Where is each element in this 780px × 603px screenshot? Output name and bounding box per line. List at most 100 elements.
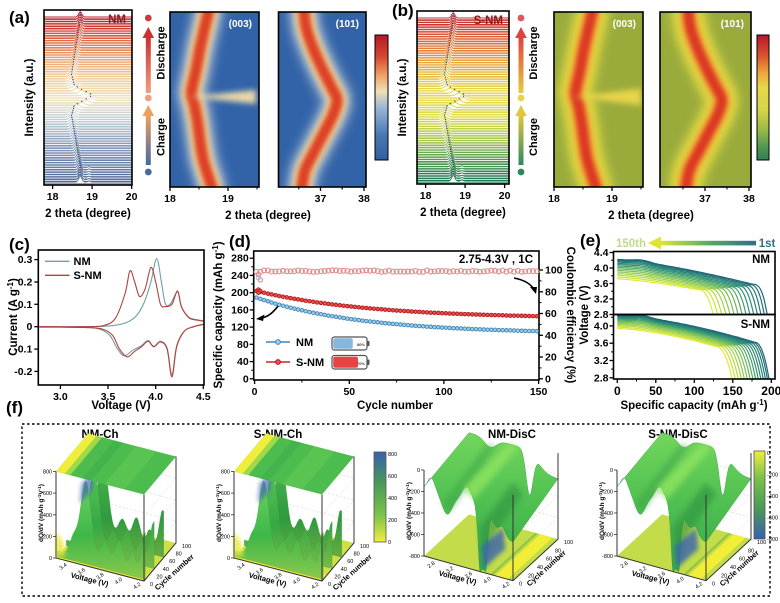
svg-text:-200: -200	[409, 490, 420, 496]
svg-text:NM: NM	[74, 256, 91, 268]
svg-text:4.0: 4.0	[292, 577, 302, 586]
svg-text:80%: 80%	[357, 342, 365, 347]
svg-text:0.1: 0.1	[18, 299, 33, 311]
svg-text:3.8: 3.8	[96, 572, 106, 581]
svg-text:S-NM: S-NM	[474, 15, 503, 27]
svg-text:20: 20	[334, 574, 340, 580]
svg-text:dQ/dV (mAh g-1V-1): dQ/dV (mAh g-1V-1)	[405, 482, 414, 540]
svg-text:4.0: 4.0	[676, 576, 686, 585]
svg-text:20: 20	[528, 573, 534, 579]
svg-text:(a): (a)	[9, 8, 30, 27]
svg-text:4.2: 4.2	[694, 581, 704, 590]
svg-text:(101): (101)	[721, 19, 744, 30]
svg-text:400: 400	[221, 513, 230, 519]
svg-text:(c): (c)	[9, 235, 30, 254]
svg-text:200: 200	[231, 287, 249, 299]
svg-text:70%: 70%	[357, 361, 365, 366]
svg-text:0: 0	[712, 582, 715, 588]
svg-text:60: 60	[545, 308, 557, 320]
svg-text:100: 100	[182, 544, 191, 550]
svg-text:38: 38	[743, 193, 755, 205]
svg-text:-800: -800	[602, 554, 613, 560]
svg-text:0: 0	[328, 582, 331, 588]
svg-text:0: 0	[545, 373, 551, 385]
svg-text:100: 100	[564, 540, 573, 546]
svg-text:60: 60	[347, 559, 353, 565]
svg-text:3.6: 3.6	[657, 571, 667, 580]
svg-text:S-NM: S-NM	[741, 319, 770, 331]
svg-text:4.0: 4.0	[594, 320, 609, 332]
svg-text:-600: -600	[409, 533, 420, 539]
svg-text:4.0: 4.0	[148, 391, 163, 403]
svg-text:(d): (d)	[229, 232, 251, 251]
svg-text:dQ/dV (mAh g-1V-1): dQ/dV (mAh g-1V-1)	[37, 484, 46, 542]
svg-text:280: 280	[231, 253, 249, 265]
svg-text:Specific capacity (mAh g-1): Specific capacity (mAh g-1)	[211, 241, 226, 388]
svg-text:Voltage (V): Voltage (V)	[579, 285, 591, 344]
svg-text:200: 200	[221, 534, 230, 540]
svg-text:(e): (e)	[580, 231, 601, 250]
svg-text:100: 100	[360, 544, 369, 550]
svg-text:200: 200	[761, 384, 780, 398]
svg-text:0: 0	[614, 384, 621, 398]
svg-text:-200: -200	[767, 473, 778, 479]
svg-text:800: 800	[388, 452, 397, 458]
svg-text:50: 50	[343, 386, 355, 398]
svg-text:Coulombic efficiency (%): Coulombic efficiency (%)	[564, 247, 576, 384]
svg-text:2 theta (degree): 2 theta (degree)	[608, 210, 694, 222]
svg-text:Current (A g-1): Current (A g-1)	[6, 278, 21, 356]
svg-text:Specific capacity (mAh g-1): Specific capacity (mAh g-1)	[620, 398, 767, 413]
svg-text:0.2: 0.2	[18, 277, 33, 289]
svg-text:-600: -600	[767, 516, 778, 522]
svg-text:0: 0	[519, 582, 522, 588]
svg-text:2.8: 2.8	[620, 561, 630, 570]
svg-text:-0.2: -0.2	[14, 366, 32, 378]
svg-text:3.6: 3.6	[594, 278, 609, 290]
svg-text:20: 20	[499, 190, 511, 202]
svg-text:80: 80	[748, 548, 754, 554]
svg-text:-0.1: -0.1	[14, 344, 32, 356]
svg-text:-400: -400	[602, 511, 613, 517]
svg-text:3.6: 3.6	[594, 338, 609, 350]
svg-text:0: 0	[227, 556, 230, 562]
svg-text:20: 20	[721, 573, 727, 579]
svg-text:19: 19	[459, 190, 471, 202]
svg-text:Discharge: Discharge	[155, 26, 167, 79]
svg-text:Charge: Charge	[528, 118, 540, 156]
svg-text:NM: NM	[108, 14, 126, 26]
svg-text:200: 200	[388, 518, 397, 524]
svg-text:37: 37	[699, 193, 711, 205]
svg-text:Intensity (a.u.): Intensity (a.u.)	[397, 58, 409, 136]
svg-text:19: 19	[606, 193, 618, 205]
svg-text:(f): (f)	[6, 398, 23, 417]
svg-text:400: 400	[388, 496, 397, 502]
svg-text:3.8: 3.8	[274, 572, 284, 581]
svg-text:2 theta (degree): 2 theta (degree)	[45, 208, 131, 220]
svg-text:19: 19	[222, 193, 234, 205]
svg-text:100: 100	[757, 540, 766, 546]
svg-text:0.3: 0.3	[18, 254, 33, 266]
svg-text:Intensity (a.u.): Intensity (a.u.)	[24, 58, 36, 136]
svg-text:0: 0	[26, 321, 32, 333]
svg-text:3.2: 3.2	[594, 355, 609, 367]
svg-text:40: 40	[341, 567, 347, 573]
svg-text:S-NM: S-NM	[74, 270, 102, 282]
svg-text:20: 20	[156, 574, 162, 580]
svg-text:19: 19	[86, 191, 98, 203]
svg-text:0: 0	[610, 468, 613, 474]
svg-text:1st: 1st	[759, 238, 776, 250]
svg-text:-200: -200	[602, 490, 613, 496]
svg-text:60: 60	[169, 559, 175, 565]
svg-text:0: 0	[243, 373, 249, 385]
svg-text:3.6: 3.6	[77, 567, 87, 576]
svg-text:50: 50	[649, 384, 663, 398]
svg-text:0: 0	[417, 468, 420, 474]
svg-text:20: 20	[545, 352, 557, 364]
svg-text:80: 80	[237, 339, 249, 351]
svg-text:-800: -800	[767, 537, 778, 543]
svg-text:20: 20	[126, 191, 138, 203]
svg-text:150: 150	[723, 384, 743, 398]
svg-text:3.6: 3.6	[255, 567, 265, 576]
svg-text:600: 600	[388, 474, 397, 480]
svg-text:80: 80	[555, 548, 561, 554]
